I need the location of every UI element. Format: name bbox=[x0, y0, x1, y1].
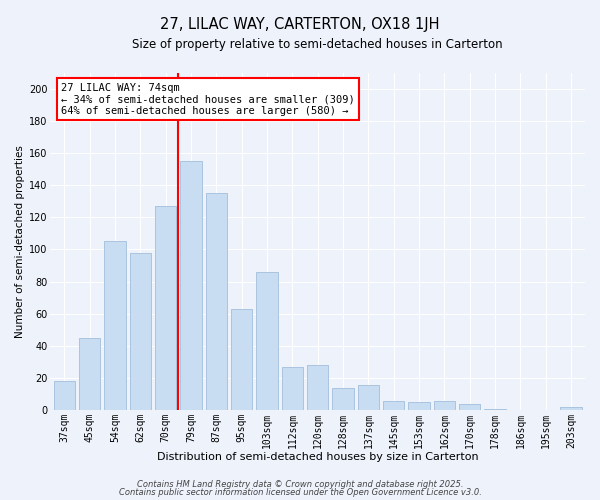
Bar bbox=[256, 272, 278, 410]
Bar bbox=[53, 382, 75, 410]
Bar bbox=[484, 408, 506, 410]
Bar bbox=[560, 407, 582, 410]
Bar bbox=[180, 161, 202, 410]
Bar bbox=[206, 193, 227, 410]
Text: 27, LILAC WAY, CARTERTON, OX18 1JH: 27, LILAC WAY, CARTERTON, OX18 1JH bbox=[160, 18, 440, 32]
Bar bbox=[130, 252, 151, 410]
Text: Contains HM Land Registry data © Crown copyright and database right 2025.: Contains HM Land Registry data © Crown c… bbox=[137, 480, 463, 489]
Bar bbox=[307, 366, 328, 410]
Bar bbox=[434, 400, 455, 410]
Y-axis label: Number of semi-detached properties: Number of semi-detached properties bbox=[15, 145, 25, 338]
Bar bbox=[358, 384, 379, 410]
Bar bbox=[459, 404, 481, 410]
Text: Contains public sector information licensed under the Open Government Licence v3: Contains public sector information licen… bbox=[119, 488, 481, 497]
Bar bbox=[383, 400, 404, 410]
Bar bbox=[332, 388, 354, 410]
Bar bbox=[281, 367, 303, 410]
Text: 27 LILAC WAY: 74sqm
← 34% of semi-detached houses are smaller (309)
64% of semi-: 27 LILAC WAY: 74sqm ← 34% of semi-detach… bbox=[61, 82, 355, 116]
Bar bbox=[408, 402, 430, 410]
Title: Size of property relative to semi-detached houses in Carterton: Size of property relative to semi-detach… bbox=[133, 38, 503, 51]
Bar bbox=[155, 206, 176, 410]
X-axis label: Distribution of semi-detached houses by size in Carterton: Distribution of semi-detached houses by … bbox=[157, 452, 479, 462]
Bar bbox=[79, 338, 100, 410]
Bar bbox=[231, 309, 253, 410]
Bar bbox=[104, 242, 126, 410]
